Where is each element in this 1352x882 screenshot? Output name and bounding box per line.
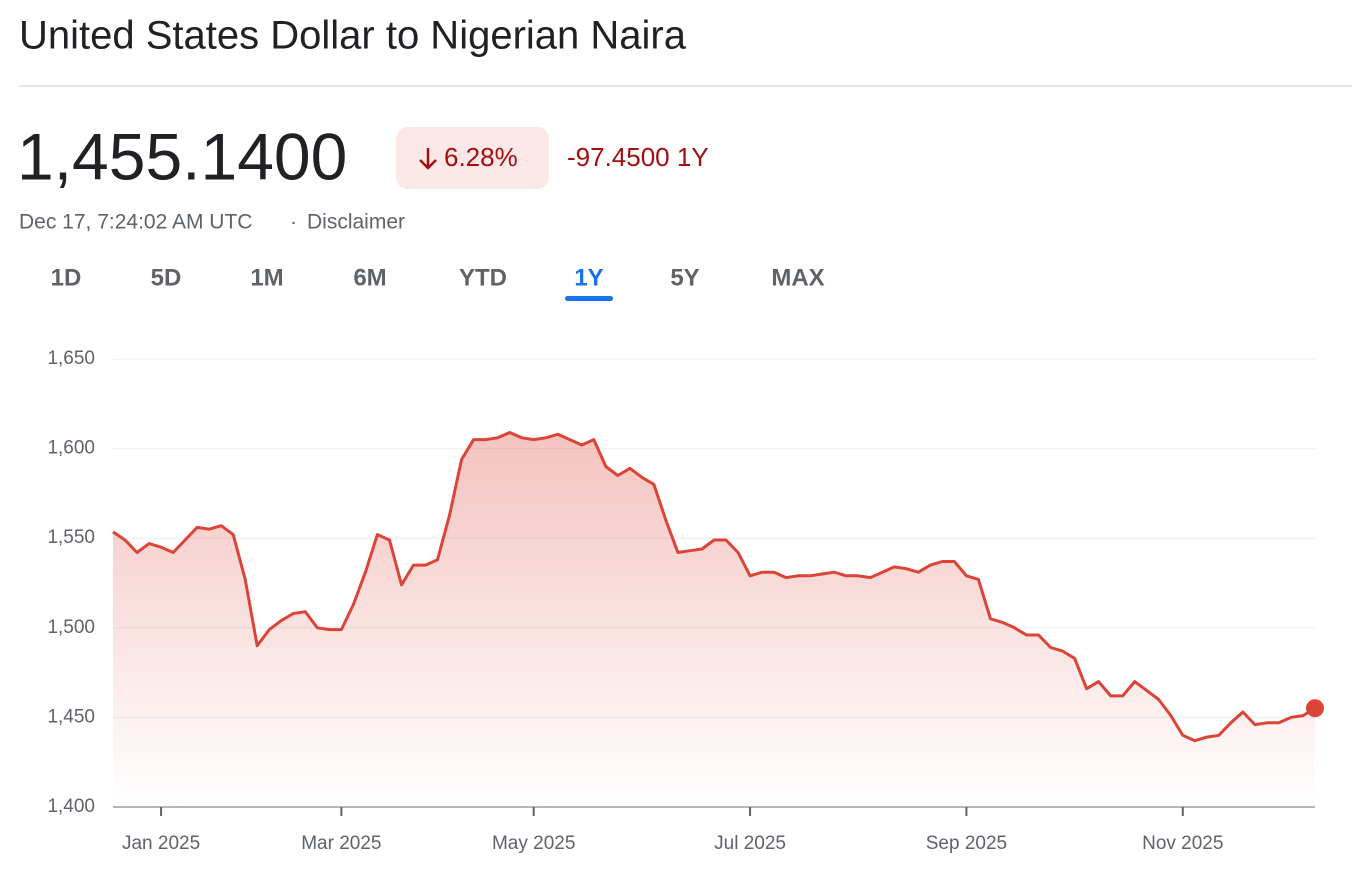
price: 1,455.1400 <box>17 119 347 193</box>
y-tick-label: 1,550 <box>47 527 95 548</box>
range-tab[interactable]: 5Y <box>670 264 699 291</box>
x-tick-label: Nov 2025 <box>1142 833 1223 854</box>
x-tick-label: May 2025 <box>492 833 575 854</box>
range-tab[interactable]: YTD <box>459 264 507 291</box>
x-tick-label: Jan 2025 <box>122 833 200 854</box>
x-tick-label: Jul 2025 <box>714 833 786 854</box>
x-tick-label: Sep 2025 <box>926 833 1007 854</box>
separator: · <box>290 211 297 234</box>
timestamp: Dec 17, 7:24:02 AM UTC <box>19 211 252 234</box>
change-amount: -97.4500 1Y <box>567 142 709 172</box>
last-point <box>1306 699 1324 718</box>
change-percent: 6.28% <box>444 142 518 172</box>
price-line <box>112 431 1316 743</box>
down-arrow-icon <box>419 148 437 170</box>
disclaimer-link[interactable]: Disclaimer <box>307 211 405 234</box>
range-tab[interactable]: 1D <box>51 264 82 291</box>
range-tab[interactable]: 1M <box>250 264 283 291</box>
range-tab[interactable]: 6M <box>353 264 386 291</box>
y-tick-label: 1,400 <box>47 796 95 817</box>
range-tab[interactable]: MAX <box>771 264 824 291</box>
x-tick-label: Mar 2025 <box>301 833 381 854</box>
y-tick-label: 1,450 <box>47 706 95 727</box>
y-tick-label: 1,600 <box>47 438 95 459</box>
tab-underline <box>565 296 613 301</box>
chart: 1,400 1,450 1,500 1,550 1,600 1,650 Jan 2025 Ma… <box>47 348 1324 854</box>
page-title: United States Dollar to Nigerian Naira <box>19 14 687 58</box>
y-tick-label: 1,500 <box>47 617 95 638</box>
area-fill <box>113 432 1315 807</box>
change-badge <box>396 127 549 189</box>
range-tab[interactable]: 5D <box>151 264 182 291</box>
range-tabs: 1D 5D 1M 6M YTD 1Y 5Y MAX <box>51 264 825 301</box>
y-tick-label: 1,650 <box>47 348 95 369</box>
range-tab[interactable]: 1Y <box>574 264 603 291</box>
